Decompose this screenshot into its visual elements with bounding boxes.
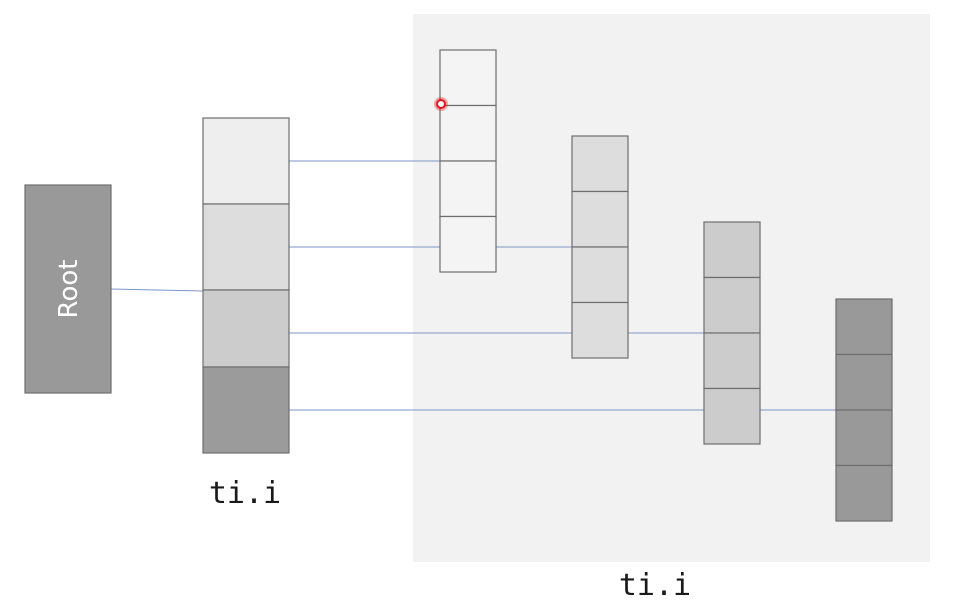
connections [109,160,836,411]
sub-array-1-cell-4 [439,215,497,273]
sub-array-2-cell-4 [571,301,629,359]
second-level-caption: ti.i [619,568,691,603]
top-array-cell-1 [202,117,290,205]
root-label: Root [54,260,84,319]
sub-array-4-cell-3 [835,409,893,467]
sub-array-3-cell-4 [703,387,761,445]
top-array-cell-4 [202,366,290,454]
sub-array-4-cell-2 [835,353,893,411]
top-array-cell-3 [202,289,290,368]
sub-array-1 [439,49,497,273]
root-box [24,184,112,394]
pointer-ring [436,99,446,109]
pointer-marker [434,97,448,111]
top-level-array [202,117,290,454]
sub-array-2-cell-2 [571,190,629,248]
top-level-array-caption: ti.i [209,476,281,511]
sub-array-4 [835,298,893,522]
root-node: Root [24,184,112,394]
sub-array-3 [703,221,761,445]
sub-array-4-cell-4 [835,464,893,522]
root-to-top-array-link [109,288,204,292]
sub-array-2-cell-3 [571,246,629,304]
sub-array-3-cell-3 [703,332,761,390]
sub-array-3-cell-2 [703,276,761,334]
sub-array-1-cell-2 [439,104,497,162]
sub-array-4-cell-1 [835,298,893,356]
sub-array-2 [571,135,629,359]
sub-array-1-cell-1 [439,49,497,107]
second-level-arrays [439,49,893,522]
sub-array-3-cell-1 [703,221,761,279]
top-array-cell-2 [202,203,290,291]
sub-array-1-cell-3 [439,160,497,218]
sub-array-2-cell-1 [571,135,629,193]
